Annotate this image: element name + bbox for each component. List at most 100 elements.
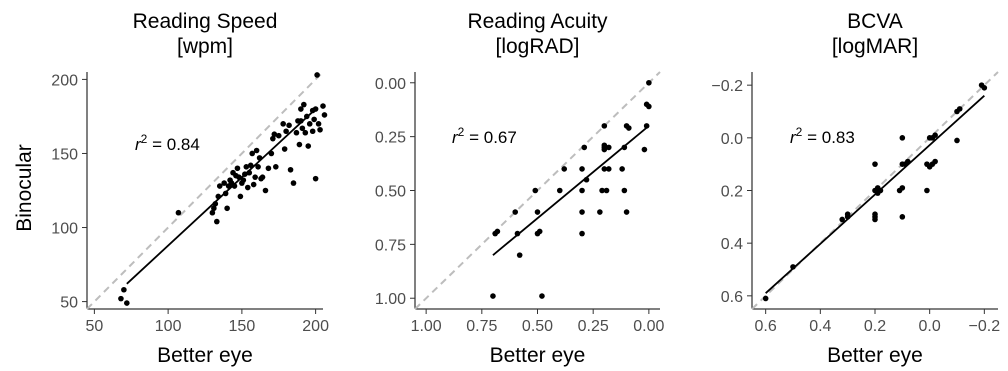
y-tick-label: 0.50 — [375, 184, 406, 201]
data-point — [252, 174, 258, 180]
regression-line — [492, 125, 650, 256]
x-tick-label: 0.2 — [864, 318, 886, 335]
data-point — [932, 158, 938, 165]
data-point — [597, 209, 603, 215]
x-tick-label: 200 — [302, 318, 329, 335]
data-point — [623, 209, 630, 215]
identity-line — [86, 71, 324, 310]
regression-line — [126, 108, 317, 285]
y-axis-label: Binocular — [13, 144, 36, 232]
data-point — [286, 122, 292, 129]
chart-title-line-2: [logMAR] — [832, 35, 918, 58]
data-point — [899, 214, 906, 220]
data-point — [224, 205, 230, 212]
data-point — [561, 166, 568, 172]
r-squared-annotation: r2 = 0.67 — [452, 125, 517, 147]
data-point — [237, 193, 244, 200]
chart-title-line-2: [logRAD] — [495, 35, 579, 58]
data-point — [302, 129, 309, 136]
data-point — [296, 141, 303, 148]
x-tick-label: 0.6 — [755, 318, 777, 335]
data-point — [581, 144, 588, 151]
data-point — [221, 180, 227, 186]
y-tick-label: 50 — [60, 295, 78, 312]
data-point — [579, 166, 585, 172]
data-point — [124, 300, 130, 306]
y-tick-label: 0.25 — [375, 130, 406, 147]
data-point — [283, 128, 289, 135]
data-point — [214, 218, 220, 225]
data-point — [924, 187, 930, 194]
data-point — [314, 72, 320, 78]
data-point — [844, 211, 851, 217]
data-point — [265, 165, 272, 172]
y-tick-label: 0.00 — [375, 76, 406, 93]
y-tick-label: 200 — [51, 72, 78, 89]
data-point — [601, 123, 608, 129]
data-point — [601, 166, 608, 172]
data-point — [306, 121, 313, 127]
x-tick-label: 0.00 — [633, 318, 664, 335]
x-axis-label: Better eye — [157, 344, 253, 367]
data-point — [872, 161, 878, 167]
y-tick-label: 1.00 — [375, 291, 406, 308]
data-point — [320, 103, 326, 109]
data-point — [287, 166, 294, 173]
data-point — [118, 295, 124, 302]
x-tick-label: 0.4 — [809, 318, 831, 335]
y-tick-label: 150 — [51, 146, 78, 163]
y-tick-label: 0.0 — [721, 131, 743, 148]
y-tick-label: 0.2 — [721, 184, 743, 201]
data-point — [240, 177, 247, 183]
data-point — [512, 209, 519, 215]
y-tick-label: −0.2 — [711, 78, 743, 95]
data-point — [281, 146, 288, 152]
data-point — [293, 129, 300, 136]
data-point — [298, 106, 304, 112]
data-point — [579, 209, 585, 215]
data-point — [932, 132, 938, 138]
data-point — [539, 293, 545, 299]
y-tick-label: 0.75 — [375, 237, 406, 254]
data-point — [899, 135, 906, 141]
data-point — [641, 146, 648, 153]
r-squared-annotation: r2 = 0.83 — [790, 125, 855, 147]
data-point — [516, 252, 523, 258]
x-tick-label: 0.25 — [578, 318, 609, 335]
data-point — [321, 112, 328, 118]
data-point — [762, 295, 769, 302]
data-point — [253, 147, 260, 154]
data-point — [899, 185, 906, 191]
r-squared-annotation: r2 = 0.84 — [135, 132, 200, 154]
chart-title-line-1: BCVA — [847, 10, 903, 33]
data-point — [249, 150, 255, 157]
data-point — [646, 103, 652, 110]
x-tick-label: 50 — [85, 318, 103, 335]
data-point — [534, 209, 541, 215]
data-point — [175, 209, 182, 216]
x-tick-label: 0.75 — [466, 318, 497, 335]
data-point — [244, 184, 251, 191]
data-point — [299, 125, 306, 132]
x-tick-label: 150 — [229, 318, 256, 335]
data-point — [216, 183, 223, 189]
data-point — [619, 166, 625, 172]
chart-title-line-1: Reading Acuity — [467, 10, 608, 33]
x-tick-label: 0.0 — [919, 318, 941, 335]
data-point — [317, 126, 323, 133]
data-point — [305, 143, 312, 149]
data-point — [301, 101, 307, 108]
data-point — [605, 144, 612, 151]
data-point — [275, 132, 282, 139]
data-point — [601, 142, 608, 149]
data-point — [579, 187, 585, 194]
data-point — [312, 175, 319, 182]
data-point — [311, 116, 317, 123]
data-point — [259, 174, 266, 180]
data-point — [255, 164, 261, 170]
chart-title-line-2: [wpm] — [177, 35, 233, 58]
x-axis-label: Better eye — [490, 344, 586, 367]
x-tick-label: 100 — [155, 318, 182, 335]
data-point — [280, 121, 286, 127]
